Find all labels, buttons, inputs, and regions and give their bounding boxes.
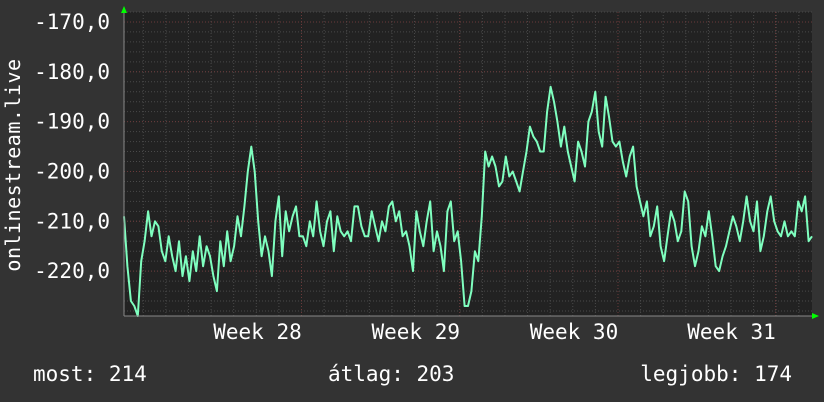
plot-area	[124, 12, 812, 316]
stat-current: most: 214	[33, 362, 147, 386]
y-axis-ticks: -170,0 -180,0 -190,0 -200,0 -210,0 -220,0	[34, 10, 110, 283]
y-axis-arrow	[121, 6, 127, 13]
x-axis-arrow	[812, 313, 819, 319]
x-tick-label: Week 30	[530, 320, 619, 344]
stat-average-label: átlag:	[328, 362, 404, 386]
stats-footer: most: 214 átlag: 203 legjobb: 174	[0, 362, 824, 390]
stat-best: legjobb: 174	[640, 362, 792, 386]
y-axis-title: onlinestream.live	[1, 58, 25, 272]
y-tick-label: -200,0	[34, 159, 110, 183]
x-axis-ticks: Week 28 Week 29 Week 30 Week 31	[213, 320, 776, 344]
y-tick-label: -210,0	[34, 209, 110, 233]
y-tick-label: -190,0	[34, 110, 110, 134]
x-tick-label: Week 28	[213, 320, 302, 344]
stat-current-value: 214	[108, 362, 147, 386]
x-tick-label: Week 31	[687, 320, 776, 344]
y-tick-label: -220,0	[34, 259, 110, 283]
stat-average: átlag: 203	[328, 362, 454, 386]
series-layer	[123, 85, 813, 317]
y-tick-label: -180,0	[34, 60, 110, 84]
stat-best-value: 174	[754, 362, 792, 386]
plot-background	[124, 12, 812, 316]
stat-average-value: 203	[416, 362, 455, 386]
stat-best-label: legjobb:	[640, 362, 742, 386]
y-axis-title-container: onlinestream.live	[0, 0, 26, 310]
grid	[124, 11, 812, 316]
x-tick-label: Week 29	[371, 320, 460, 344]
axes	[121, 6, 819, 319]
stat-current-label: most:	[33, 362, 97, 386]
y-tick-label: -170,0	[34, 10, 110, 34]
series-line	[123, 85, 813, 317]
